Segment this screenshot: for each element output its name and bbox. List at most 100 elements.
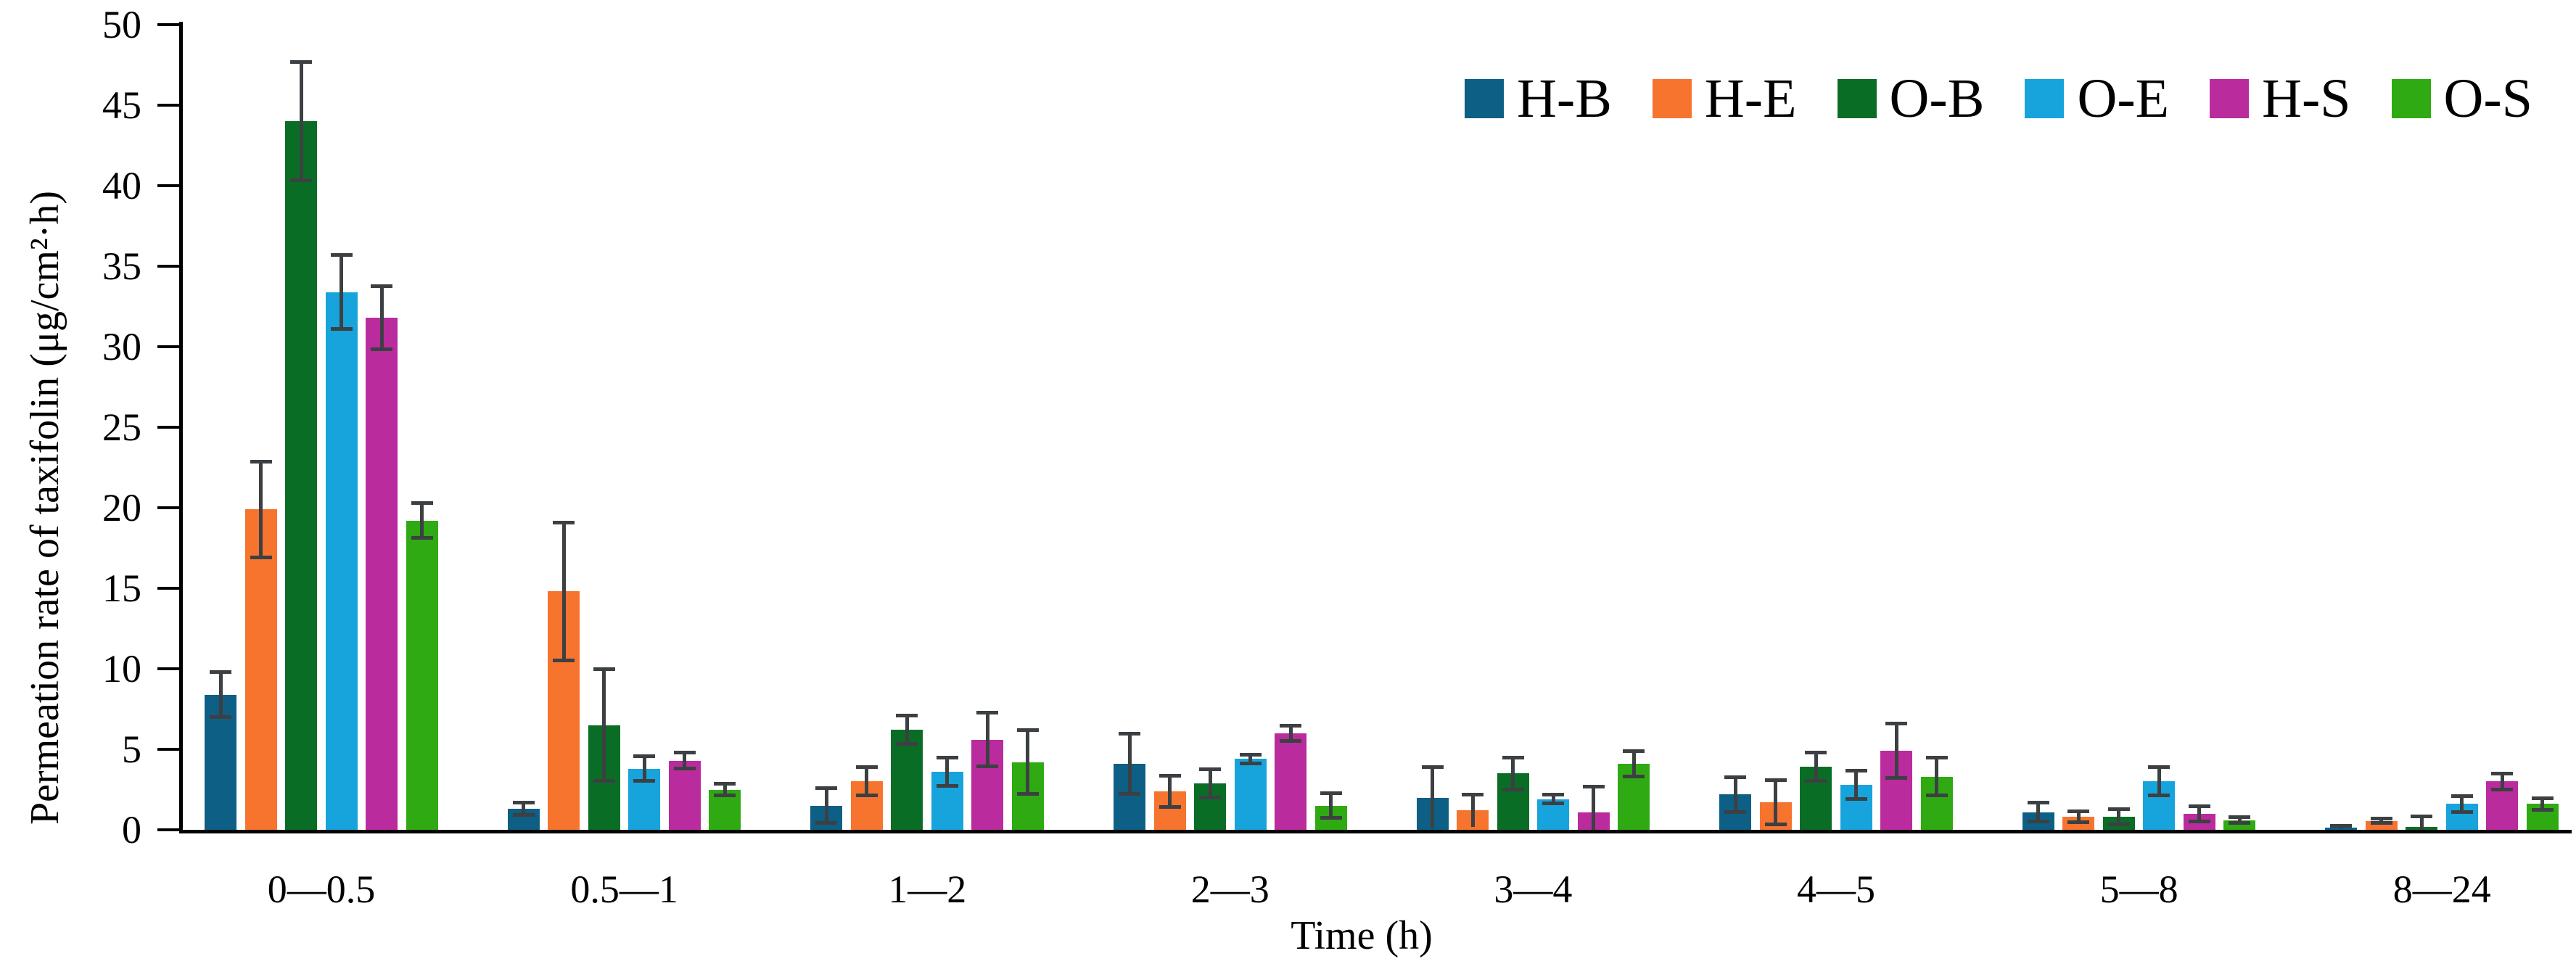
error-bar-cap-top — [1199, 767, 1222, 771]
error-bar-cap-bottom — [1502, 787, 1524, 791]
error-bar-cap-bottom — [1845, 796, 1867, 801]
error-bar-cap-bottom — [593, 779, 615, 783]
error-bar-cap-bottom — [2491, 787, 2514, 791]
error-bar-cap-top — [330, 253, 353, 258]
y-tick-mark — [157, 265, 179, 268]
error-bar-cap-bottom — [411, 536, 433, 540]
legend-entry-h-e: H-E — [1652, 68, 1797, 129]
legend-entry-o-e: O-E — [2025, 71, 2169, 126]
legend-swatch-icon — [2391, 79, 2431, 118]
x-category-label: 1—2 — [888, 868, 967, 911]
x-category-label: 0—0.5 — [267, 868, 376, 911]
error-bar-line — [2540, 797, 2545, 811]
error-bar-cap-top — [210, 670, 232, 675]
y-tick-label: 25 — [102, 405, 141, 449]
error-bar-line — [945, 757, 950, 787]
legend-entry-o-s: O-S — [2391, 68, 2532, 129]
legend: H-B H-E O-B O-E H-S O-S — [1465, 71, 2532, 126]
error-bar-cap-bottom — [1239, 761, 1262, 765]
error-bar-cap-bottom — [553, 658, 575, 662]
error-bar-line — [642, 755, 646, 782]
legend-label: H-S — [2262, 68, 2351, 129]
error-bar-cap-top — [2027, 801, 2049, 805]
error-bar-cap-bottom — [250, 555, 272, 559]
error-bar-cap-bottom — [1805, 779, 1827, 783]
error-bar-cap-bottom — [714, 794, 736, 798]
error-bar-cap-top — [2451, 794, 2473, 799]
error-bar-cap-top — [1016, 728, 1039, 733]
error-bar-cap-top — [2411, 815, 2433, 819]
error-bar-cap-top — [553, 520, 575, 524]
error-bar-cap-bottom — [1724, 809, 1747, 814]
y-tick-label: 30 — [102, 325, 141, 368]
error-bar-cap-bottom — [1885, 775, 1908, 780]
error-bar-line — [379, 285, 384, 350]
error-bar-cap-bottom — [2148, 794, 2170, 798]
bar-o-s-1 — [406, 520, 438, 830]
error-bar-line — [1592, 786, 1596, 830]
error-bar-cap-top — [1421, 765, 1444, 770]
error-bar-cap-bottom — [673, 766, 696, 770]
error-bar-cap-bottom — [2067, 820, 2090, 824]
error-bar-cap-bottom — [2229, 821, 2251, 825]
error-bar-cap-bottom — [290, 178, 313, 183]
error-bar-cap-bottom — [330, 326, 353, 331]
legend-swatch-icon — [1652, 79, 1692, 118]
error-bar-cap-bottom — [1016, 792, 1039, 796]
error-bar-cap-top — [512, 801, 535, 805]
error-bar-line — [1329, 792, 1333, 819]
error-bar-line — [299, 62, 303, 181]
legend-entry-h-s: H-S — [2210, 68, 2351, 129]
bar-h-s-2 — [668, 760, 701, 830]
error-bar-line — [1248, 754, 1253, 764]
error-bar-line — [1935, 757, 1939, 796]
error-bar-line — [522, 802, 526, 815]
error-bar-line — [1127, 733, 1132, 795]
error-bar-line — [2157, 767, 2161, 796]
error-bar-cap-bottom — [1320, 816, 1342, 820]
error-bar-cap-bottom — [1199, 795, 1222, 799]
legend-swatch-icon — [1837, 79, 1877, 118]
error-bar-cap-top — [411, 501, 433, 506]
y-tick-label: 5 — [122, 728, 141, 771]
legend-label: H-E — [1704, 68, 1797, 129]
error-bar-cap-bottom — [936, 784, 958, 788]
y-tick-mark — [157, 184, 179, 187]
x-category-label: 4—5 — [1797, 868, 1875, 911]
x-category-label: 3—4 — [1494, 868, 1573, 911]
error-bar-line — [2117, 809, 2121, 825]
y-tick-mark — [157, 587, 179, 590]
error-bar-line — [824, 788, 828, 824]
bar-o-e-1 — [325, 292, 358, 830]
error-bar-line — [1470, 794, 1475, 827]
error-bar-line — [1168, 775, 1172, 807]
y-tick-mark — [157, 345, 179, 348]
error-bar-cap-bottom — [855, 794, 878, 798]
error-bar-cap-top — [2188, 804, 2210, 808]
error-bar-cap-bottom — [2027, 819, 2049, 823]
y-tick-mark — [157, 104, 179, 107]
bar-h-s-1 — [366, 318, 398, 830]
error-bar-line — [2500, 773, 2504, 790]
error-bar-cap-bottom — [1119, 792, 1141, 796]
y-tick-label: 10 — [102, 647, 141, 691]
y-tick-label: 20 — [102, 486, 141, 530]
error-bar-cap-top — [896, 714, 918, 718]
error-bar-cap-top — [2370, 817, 2392, 821]
error-bar-line — [1733, 776, 1737, 812]
error-bar-line — [865, 767, 869, 796]
error-bar-line — [1631, 751, 1636, 777]
bar-o-b-1 — [285, 121, 318, 830]
error-bar-line — [420, 503, 424, 539]
error-bar-line — [2237, 817, 2242, 824]
error-bar-cap-bottom — [1159, 804, 1181, 809]
x-category-label: 0.5—1 — [570, 868, 678, 911]
legend-label: O-S — [2443, 68, 2532, 129]
y-tick-label: 50 — [102, 3, 141, 46]
y-tick-label: 45 — [102, 83, 141, 127]
error-bar-cap-top — [815, 786, 838, 791]
error-bar-cap-top — [1724, 775, 1747, 779]
error-bar-cap-bottom — [2370, 821, 2392, 825]
x-category-label: 5—8 — [2099, 868, 2178, 911]
error-bar-line — [2036, 802, 2041, 822]
